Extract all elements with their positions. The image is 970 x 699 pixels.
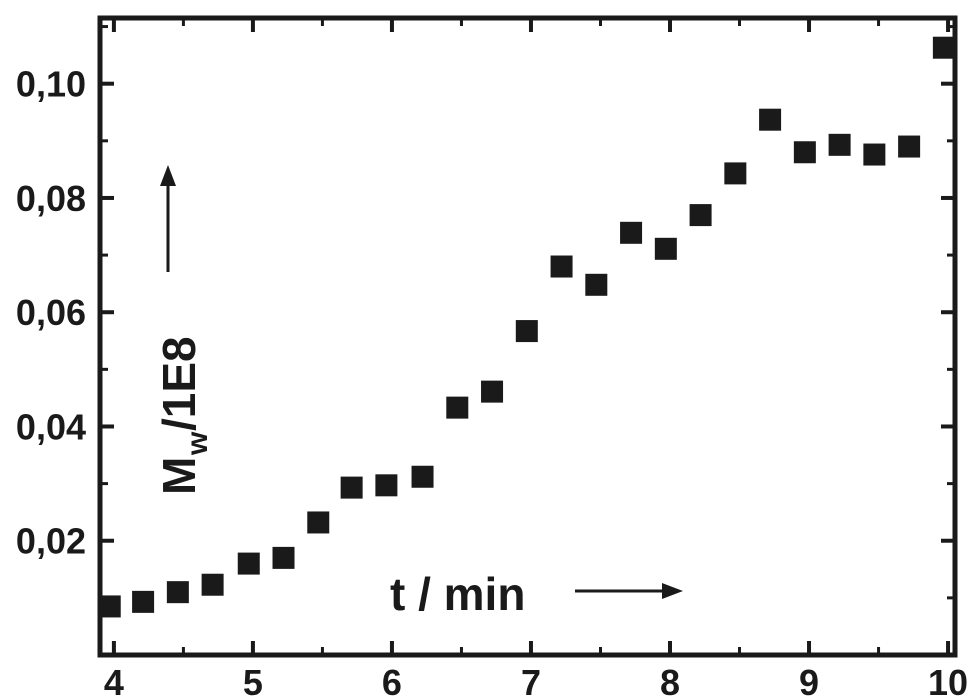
data-points [98, 36, 955, 618]
data-point [759, 108, 782, 131]
data-point [237, 552, 260, 575]
data-point [411, 465, 434, 488]
y-tick-label: 0,10 [16, 64, 86, 105]
x-axis-label: t / min [390, 568, 525, 620]
y-axis-arrow-icon [160, 165, 176, 272]
y-tick-label: 0,02 [16, 521, 86, 562]
data-point [272, 546, 295, 569]
data-point [550, 255, 573, 278]
data-point [689, 204, 712, 227]
data-point [375, 474, 398, 497]
data-point [98, 595, 121, 618]
y-axis-label-main: M [153, 457, 205, 495]
data-point [828, 133, 851, 156]
data-point [620, 221, 643, 244]
data-point [863, 143, 886, 166]
x-tick-label: 9 [799, 662, 819, 699]
data-point [340, 476, 363, 499]
data-point [724, 162, 747, 185]
tick-labels: 4 5 6 7 8 9 10 0,02 0,04 0,06 0,08 0,10 [16, 64, 968, 699]
y-axis-label-subscript: w [181, 431, 214, 456]
x-tick-label: 4 [104, 662, 124, 699]
data-point [166, 581, 189, 604]
data-point [654, 237, 677, 260]
data-point [481, 380, 504, 403]
y-tick-label: 0,04 [16, 406, 86, 447]
x-axis-arrow-icon [575, 583, 683, 599]
x-tick-label: 8 [660, 662, 680, 699]
x-tick-label: 7 [521, 662, 541, 699]
plot-frame [97, 15, 958, 658]
x-tick-label: 10 [928, 662, 968, 699]
data-point [515, 320, 538, 343]
y-tick-label: 0,08 [16, 178, 86, 219]
data-point [307, 511, 330, 534]
x-tick-label: 6 [382, 662, 402, 699]
data-point [793, 141, 816, 164]
data-point [898, 135, 921, 158]
data-point [132, 590, 155, 613]
y-axis-label: M w /1E8 [153, 336, 214, 495]
y-tick-label: 0,06 [16, 292, 86, 333]
data-point [201, 573, 224, 596]
data-point [585, 273, 608, 296]
data-point [932, 36, 955, 59]
data-point [446, 396, 469, 419]
y-axis-label-rest: /1E8 [153, 336, 205, 431]
x-tick-label: 5 [243, 662, 263, 699]
